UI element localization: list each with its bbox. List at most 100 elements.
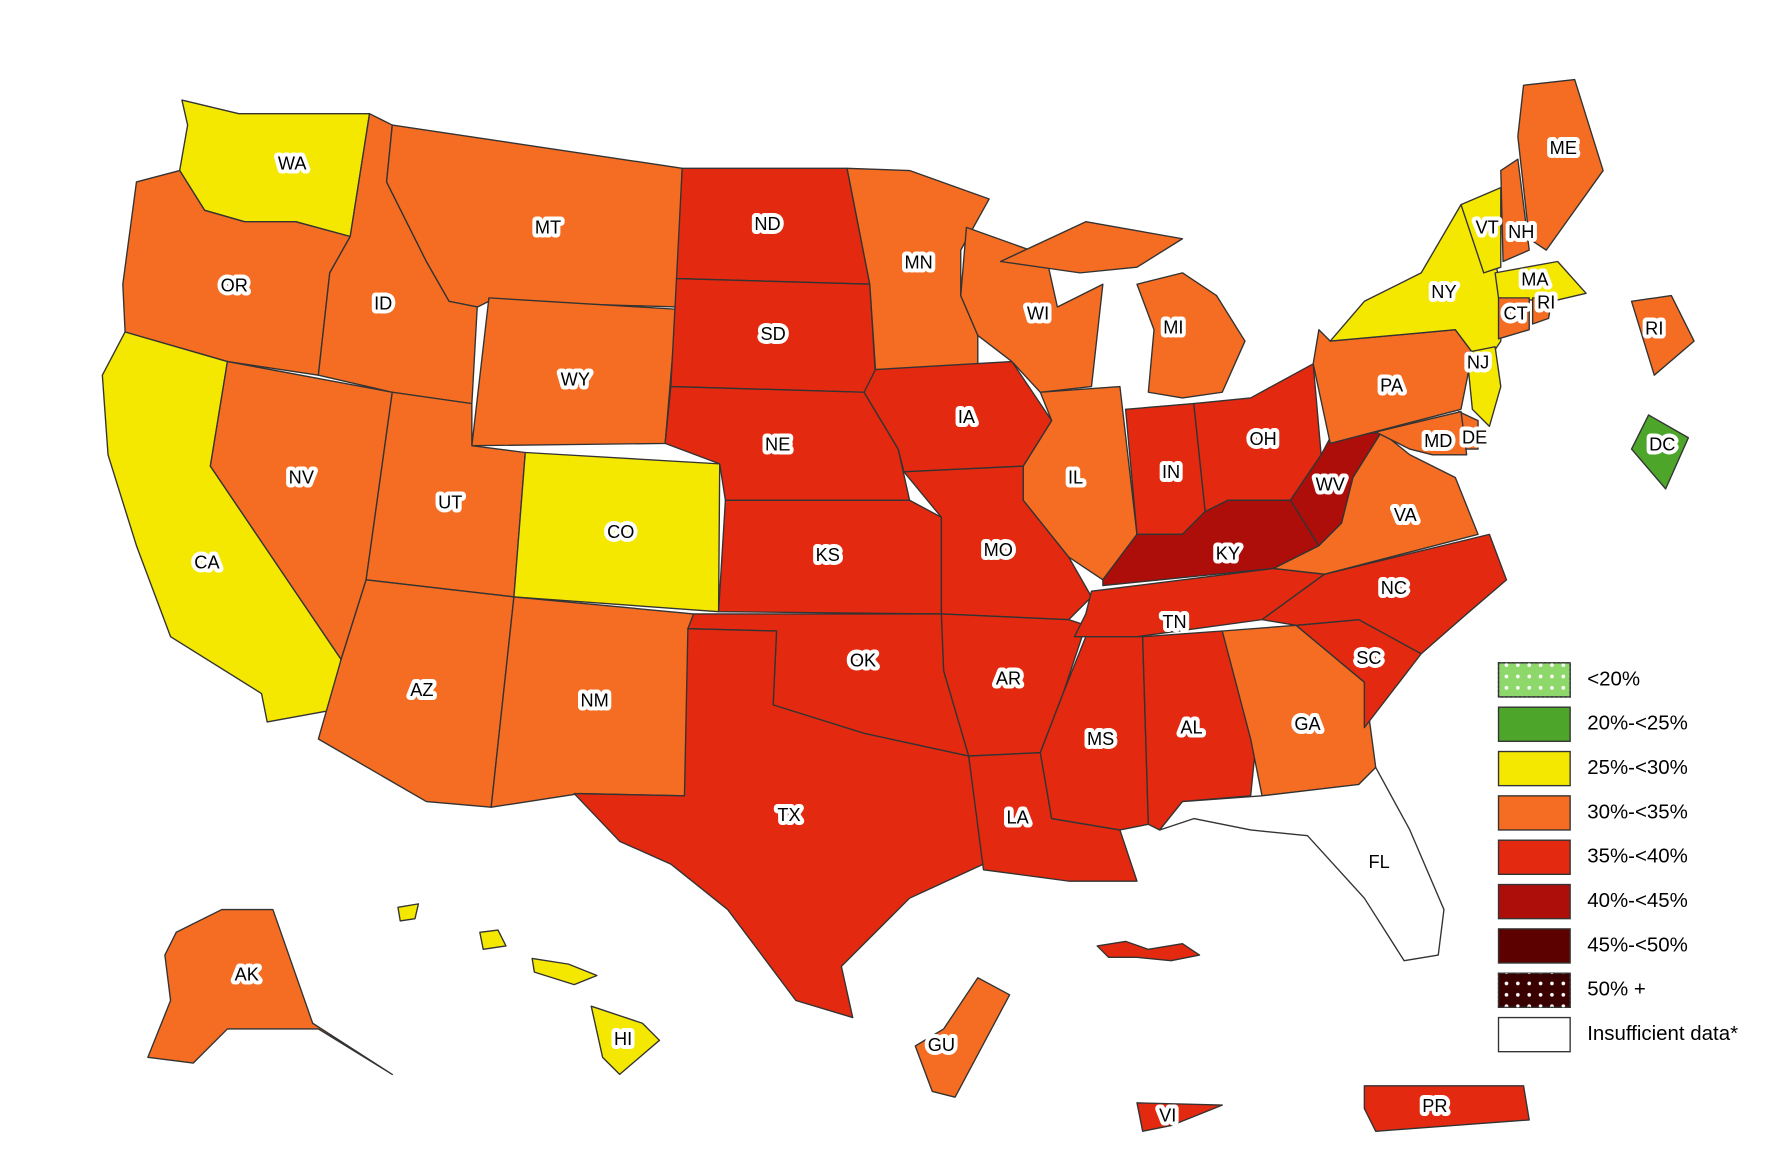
state-label: KY <box>1216 544 1240 564</box>
state[interactable] <box>1272 431 1479 575</box>
state-label: NM <box>580 690 608 710</box>
legend-swatch <box>1497 839 1571 875</box>
state-label: DC <box>1649 434 1675 454</box>
legend-label: 45%-<50% <box>1587 933 1688 956</box>
state[interactable] <box>1102 499 1320 587</box>
state-label: AZ <box>410 680 433 700</box>
state-label: NE <box>765 434 790 454</box>
state[interactable] <box>1022 385 1138 581</box>
state-label: NV <box>289 467 315 487</box>
legend-pattern <box>1497 662 1571 698</box>
state-label: UT <box>438 492 462 512</box>
state-label: RI <box>1645 319 1663 339</box>
legend-pattern <box>1497 972 1571 1009</box>
state[interactable] <box>1159 766 1445 962</box>
state-label: CT <box>1503 304 1527 324</box>
legend-swatch <box>1497 928 1571 964</box>
state-label: HI <box>614 1029 632 1049</box>
state-label: WA <box>278 154 307 174</box>
state-label: GA <box>1294 714 1321 734</box>
state-label: MI <box>1163 317 1183 337</box>
state-label: ND <box>754 214 780 234</box>
legend-swatch <box>1497 1016 1571 1053</box>
state[interactable] <box>590 1005 661 1076</box>
state-label: AK <box>235 964 259 984</box>
legend-label: <20% <box>1587 667 1640 690</box>
state-label: RI <box>1537 292 1555 312</box>
state[interactable] <box>1375 410 1468 456</box>
legend-swatch <box>1497 883 1571 920</box>
state-label: VT <box>1476 217 1499 237</box>
state[interactable] <box>1630 294 1695 376</box>
state-label: WI <box>1027 304 1049 324</box>
state-label: AL <box>1180 718 1202 738</box>
state[interactable] <box>397 903 420 922</box>
state-label: VA <box>1394 505 1418 525</box>
state-label: NC <box>1381 578 1407 598</box>
state-label: IL <box>1068 467 1083 487</box>
state-label: GU <box>928 1035 955 1055</box>
state-label: ID <box>374 294 392 314</box>
islands <box>1096 940 1201 962</box>
state[interactable] <box>531 957 598 986</box>
state-label: MD <box>1424 431 1452 451</box>
legend-label: 50% + <box>1587 978 1646 1001</box>
state-label: IA <box>958 407 976 427</box>
state[interactable] <box>479 929 507 951</box>
state[interactable] <box>1136 1102 1223 1132</box>
state[interactable] <box>914 977 1011 1098</box>
state[interactable] <box>1261 533 1508 655</box>
state-label: SC <box>1356 648 1381 668</box>
state-label: MA <box>1521 270 1549 290</box>
state-label: CO <box>607 522 634 542</box>
state[interactable] <box>1039 636 1150 831</box>
state[interactable] <box>1136 272 1246 399</box>
state[interactable] <box>1517 78 1604 251</box>
state[interactable] <box>1460 186 1502 274</box>
state-label: OH <box>1250 429 1277 449</box>
state-label: NH <box>1508 222 1534 242</box>
state-label: TX <box>777 805 800 825</box>
state-label: MT <box>535 217 561 237</box>
state[interactable] <box>573 628 985 1019</box>
labels: WA OR CA NV ID MT WY UT CO AZ NM ND SD NE KS OK TX MN IA MO… <box>190 134 1679 1129</box>
state[interactable] <box>1500 158 1530 263</box>
state-label: NJ <box>1467 353 1489 373</box>
legend-swatch <box>1497 795 1571 831</box>
state[interactable] <box>1497 297 1530 340</box>
state[interactable] <box>1466 346 1502 428</box>
state[interactable] <box>1531 297 1553 325</box>
legend-label: 40%-<45% <box>1587 889 1688 912</box>
state-label: LA <box>1006 807 1029 827</box>
state[interactable] <box>1363 1085 1530 1132</box>
state-label: DE <box>1462 428 1487 448</box>
state[interactable] <box>147 908 393 1076</box>
state[interactable] <box>1494 260 1587 302</box>
state[interactable] <box>960 226 1104 393</box>
state[interactable] <box>1630 414 1690 490</box>
state-label: CA <box>194 553 220 573</box>
state-label: MN <box>905 253 933 273</box>
state-label: KS <box>816 545 840 565</box>
legend-label: Insufficient data* <box>1587 1022 1738 1045</box>
state-label: FL <box>1369 852 1390 872</box>
state-label: WY <box>561 370 590 390</box>
state-label: OK <box>850 651 876 671</box>
states <box>101 78 1695 1132</box>
legend-swatch <box>1497 706 1571 742</box>
state-label: IN <box>1162 462 1180 482</box>
state-label: OR <box>221 275 248 295</box>
state-label: AR <box>996 669 1021 689</box>
state-label: MS <box>1087 729 1114 749</box>
legend-label: 25%-<30% <box>1587 756 1688 779</box>
state-label: TN <box>1162 612 1186 632</box>
state-label: NY <box>1431 282 1456 302</box>
legend-swatch <box>1497 750 1571 787</box>
state-label: VI <box>1159 1105 1176 1125</box>
state[interactable] <box>999 221 1184 274</box>
state-label: PR <box>1422 1096 1447 1116</box>
legend-label: 30%-<35% <box>1587 800 1688 823</box>
legend: <20% 20%-<25% 25%-<30% 30%-<35% 35%-<40% 40%-… <box>1497 662 1738 1053</box>
